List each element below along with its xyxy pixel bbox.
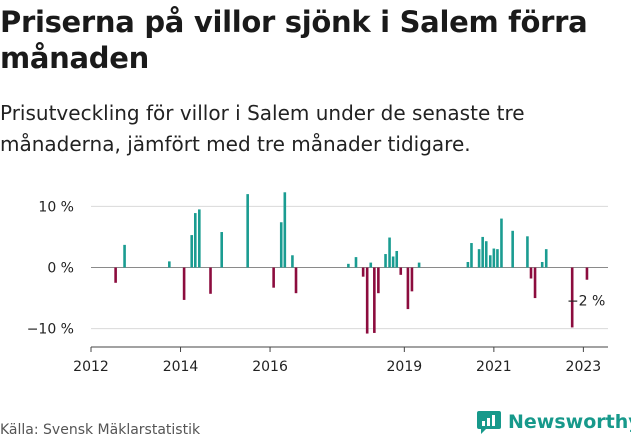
bar-positive bbox=[496, 249, 499, 268]
bar-positive bbox=[488, 255, 492, 268]
bar-negative bbox=[182, 267, 186, 300]
bar-positive bbox=[481, 236, 484, 268]
bar-positive bbox=[484, 241, 488, 268]
bar-positive bbox=[477, 249, 481, 268]
bar-negative bbox=[399, 267, 403, 275]
bar-negative bbox=[294, 267, 298, 294]
bars bbox=[114, 192, 589, 334]
bar-positive bbox=[279, 222, 283, 268]
bar-negative bbox=[585, 267, 589, 280]
bar-positive bbox=[347, 263, 350, 268]
bar-positive bbox=[168, 261, 171, 268]
bar-negative bbox=[361, 267, 365, 277]
bar-positive bbox=[500, 218, 503, 268]
bar-negative bbox=[114, 267, 117, 283]
chart-title: Priserna på villor sjönk i Salem förra m… bbox=[0, 5, 588, 75]
x-tick-label: 2021 bbox=[476, 359, 512, 375]
bar-positive bbox=[388, 237, 391, 268]
bar-positive bbox=[391, 256, 395, 268]
y-tick-label: −10 % bbox=[27, 322, 74, 338]
bar-negative bbox=[373, 267, 376, 333]
brand-name: Newsworthy bbox=[508, 411, 631, 433]
bar-positive bbox=[246, 194, 249, 268]
bar-positive bbox=[384, 254, 387, 268]
bar-negative bbox=[533, 267, 537, 299]
axes: 10 % 0 % −10 % 2012 2014 2016 2019 2021 2023 bbox=[27, 199, 608, 375]
bar-positive bbox=[190, 235, 194, 268]
bar-positive bbox=[470, 243, 473, 268]
bar-positive bbox=[220, 232, 224, 268]
y-tick-label: 0 % bbox=[47, 261, 74, 277]
x-tick-label: 2016 bbox=[252, 359, 288, 375]
source-note: Källa: Svensk Mäklarstatistik bbox=[0, 422, 201, 438]
bar-chart: 10 % 0 % −10 % 2012 2014 2016 2019 2021 2023 −2 … bbox=[27, 192, 608, 375]
bar-positive bbox=[193, 213, 197, 268]
bar-positive bbox=[198, 209, 201, 268]
bar-positive bbox=[466, 261, 470, 268]
bar-negative bbox=[209, 267, 212, 294]
bar-positive bbox=[283, 192, 287, 268]
bar-positive bbox=[544, 249, 548, 268]
newsworthy-logo: Newsworthy bbox=[476, 409, 631, 435]
bar-negative bbox=[406, 267, 410, 310]
bar-positive bbox=[395, 250, 399, 268]
y-tick-label: 10 % bbox=[38, 199, 74, 215]
bar-negative bbox=[570, 267, 574, 328]
x-tick-label: 2012 bbox=[73, 359, 109, 375]
bar-negative bbox=[365, 267, 369, 334]
bar-negative bbox=[272, 267, 275, 288]
bar-positive bbox=[540, 261, 544, 268]
bar-positive bbox=[492, 248, 496, 268]
bar-negative bbox=[410, 267, 414, 292]
bar-positive bbox=[291, 255, 294, 268]
bar-positive bbox=[526, 236, 529, 268]
bar-positive bbox=[369, 262, 373, 268]
chart-subtitle: Prisutveckling för villor i Salem under … bbox=[0, 101, 525, 156]
newsworthy-logo-icon bbox=[477, 411, 501, 434]
bar-positive bbox=[354, 257, 358, 268]
bar-negative bbox=[377, 267, 380, 294]
bar-positive bbox=[417, 262, 421, 268]
x-tick-label: 2023 bbox=[566, 359, 602, 375]
x-tick-label: 2019 bbox=[387, 359, 423, 375]
latest-value-label: −2 % bbox=[567, 294, 605, 310]
bar-negative bbox=[529, 267, 533, 279]
bar-positive bbox=[123, 244, 126, 268]
bar-positive bbox=[511, 230, 514, 268]
x-tick-label: 2014 bbox=[163, 359, 199, 375]
